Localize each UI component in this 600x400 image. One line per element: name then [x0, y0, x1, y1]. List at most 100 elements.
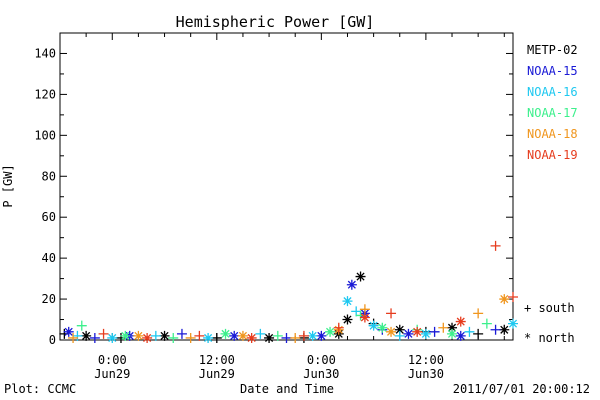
x-tick-time-label: 0:00: [307, 353, 336, 367]
legend-entry: NOAA-18: [527, 127, 578, 141]
y-tick-label: 100: [34, 128, 56, 142]
data-point-noaa-16: [351, 306, 362, 317]
data-point-noaa-19: [412, 326, 423, 337]
data-point-metp-02: [499, 324, 510, 335]
data-point-noaa-15: [316, 330, 327, 341]
data-point-noaa-15: [89, 332, 100, 343]
data-point-noaa-17: [377, 322, 388, 333]
data-point-noaa-19: [333, 322, 344, 333]
data-point-metp-02: [394, 324, 405, 335]
data-point-metp-02: [447, 322, 458, 333]
y-tick-label: 0: [49, 333, 56, 347]
data-point-noaa-18: [499, 294, 510, 305]
data-points: [59, 240, 518, 343]
data-point-noaa-18: [386, 326, 397, 337]
data-point-noaa-18: [185, 332, 196, 343]
data-point-noaa-16: [72, 330, 83, 341]
marker-legend: + south * north: [524, 301, 575, 345]
x-tick-date-label: Jun29: [199, 367, 235, 381]
legend-entry: NOAA-15: [527, 64, 578, 78]
x-tick-date-label: Jun30: [303, 367, 339, 381]
data-point-noaa-18: [237, 330, 248, 341]
data-point-metp-02: [59, 328, 70, 339]
data-point-noaa-19: [246, 332, 257, 343]
data-point-noaa-17: [220, 328, 231, 339]
data-point-noaa-15: [281, 332, 292, 343]
data-point-noaa-16: [150, 330, 161, 341]
y-axis-label: P [GW]: [1, 164, 15, 207]
data-point-metp-02: [211, 332, 222, 343]
y-tick-label: 20: [42, 292, 56, 306]
data-point-noaa-16: [307, 330, 318, 341]
chart-title: Hemispheric Power [GW]: [176, 13, 375, 31]
data-point-noaa-15: [455, 330, 466, 341]
data-point-noaa-17: [120, 330, 131, 341]
data-point-noaa-18: [473, 308, 484, 319]
data-point-noaa-17: [325, 326, 336, 337]
data-point-metp-02: [264, 332, 275, 343]
data-point-noaa-18: [438, 322, 449, 333]
data-point-noaa-19: [508, 292, 518, 303]
plot-timestamp: 2011/07/01 20:00:12: [453, 382, 590, 396]
data-point-noaa-17: [272, 330, 283, 341]
x-axis-label: Date and Time: [240, 382, 334, 396]
legend-entry: NOAA-16: [527, 85, 578, 99]
data-point-noaa-19: [359, 312, 370, 323]
data-point-noaa-17: [355, 310, 366, 321]
x-tick-time-label: 0:00: [98, 353, 127, 367]
x-tick-time-label: 12:00: [199, 353, 235, 367]
data-point-noaa-15: [403, 328, 414, 339]
data-point-noaa-18: [290, 332, 301, 343]
data-point-metp-02: [159, 330, 170, 341]
marker-legend-entry: * north: [524, 331, 575, 345]
data-point-noaa-16: [420, 328, 431, 339]
x-tick-time-label: 12:00: [408, 353, 444, 367]
data-point-noaa-17: [76, 320, 87, 331]
data-point-noaa-19: [98, 328, 109, 339]
data-point-noaa-15: [429, 326, 440, 337]
data-point-noaa-16: [107, 332, 118, 343]
data-point-noaa-19: [455, 316, 466, 327]
data-point-noaa-19: [386, 308, 397, 319]
y-tick-label: 60: [42, 210, 56, 224]
data-point-noaa-16: [255, 328, 266, 339]
data-point-metp-02: [342, 314, 353, 325]
y-tick-label: 140: [34, 46, 56, 60]
data-point-noaa-17: [481, 318, 492, 329]
data-point-noaa-16: [464, 326, 475, 337]
data-point-noaa-16: [394, 330, 405, 341]
data-point-noaa-16: [342, 296, 353, 307]
data-point-metp-02: [115, 332, 126, 343]
data-point-noaa-19: [142, 332, 153, 343]
data-point-noaa-18: [133, 330, 144, 341]
legend-entry: METP-02: [527, 43, 578, 57]
y-tick-label: 40: [42, 251, 56, 265]
marker-legend-entry: + south: [524, 301, 575, 315]
data-point-metp-02: [473, 328, 484, 339]
data-point-noaa-15: [176, 328, 187, 339]
data-point-noaa-16: [203, 332, 214, 343]
data-point-noaa-15: [346, 279, 357, 290]
data-point-noaa-15: [63, 326, 74, 337]
data-point-noaa-16: [508, 318, 518, 329]
data-point-noaa-18: [68, 332, 79, 343]
legend-entry: NOAA-17: [527, 106, 578, 120]
y-tick-label: 120: [34, 87, 56, 101]
data-point-noaa-17: [168, 332, 179, 343]
y-axis: 0 20 40 60 80 100 120 140: [34, 46, 513, 347]
data-point-metp-02: [81, 330, 92, 341]
data-point-metp-02: [355, 271, 366, 282]
plot-credit: Plot: CCMC: [4, 382, 76, 396]
data-point-noaa-19: [194, 330, 205, 341]
data-point-noaa-16: [368, 320, 379, 331]
data-point-noaa-19: [490, 240, 501, 251]
data-point-noaa-15: [490, 324, 501, 335]
plot-frame: [59, 32, 514, 341]
data-point-noaa-17: [447, 328, 458, 339]
data-point-noaa-15: [229, 330, 240, 341]
data-point-noaa-19: [298, 330, 309, 341]
y-tick-label: 80: [42, 169, 56, 183]
legend-entry: NOAA-19: [527, 148, 578, 162]
